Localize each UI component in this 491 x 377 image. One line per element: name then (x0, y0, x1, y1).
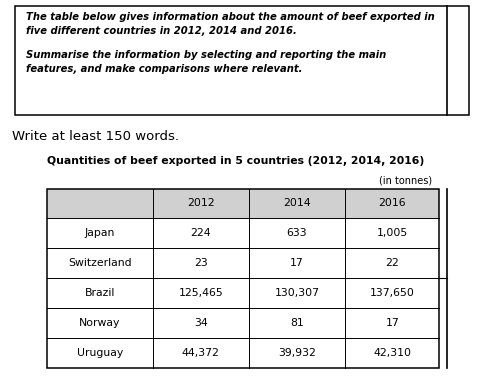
Text: 17: 17 (290, 258, 304, 268)
Text: 42,310: 42,310 (373, 348, 411, 358)
Bar (15, 6, 469, 115)
Text: The table below gives information about the amount of beef exported in
five diff: The table below gives information about … (26, 12, 434, 36)
Text: 1,005: 1,005 (377, 228, 408, 238)
Text: 23: 23 (194, 258, 208, 268)
Text: Write at least 150 words.: Write at least 150 words. (12, 130, 179, 143)
Text: 633: 633 (287, 228, 307, 238)
Text: 2016: 2016 (379, 198, 406, 208)
Text: Uruguay: Uruguay (77, 348, 123, 358)
Text: Summarise the information by selecting and reporting the main
features, and make: Summarise the information by selecting a… (26, 50, 386, 74)
Bar (47, 188, 439, 218)
Text: 137,650: 137,650 (370, 288, 415, 298)
Text: 17: 17 (385, 318, 399, 328)
Text: 81: 81 (290, 318, 304, 328)
Text: 130,307: 130,307 (274, 288, 320, 298)
Text: 39,932: 39,932 (278, 348, 316, 358)
Text: 2012: 2012 (187, 198, 215, 208)
Text: 34: 34 (194, 318, 208, 328)
Text: Japan: Japan (84, 228, 115, 238)
Text: 2014: 2014 (283, 198, 311, 208)
Bar (47, 188, 439, 368)
Text: 224: 224 (191, 228, 211, 238)
Text: Quantities of beef exported in 5 countries (2012, 2014, 2016): Quantities of beef exported in 5 countri… (47, 156, 424, 167)
Text: Norway: Norway (79, 318, 120, 328)
Text: (in tonnes): (in tonnes) (379, 175, 432, 185)
Text: Switzerland: Switzerland (68, 258, 132, 268)
Text: 44,372: 44,372 (182, 348, 220, 358)
Text: 125,465: 125,465 (178, 288, 223, 298)
Text: 22: 22 (385, 258, 399, 268)
Text: Brazil: Brazil (84, 288, 115, 298)
